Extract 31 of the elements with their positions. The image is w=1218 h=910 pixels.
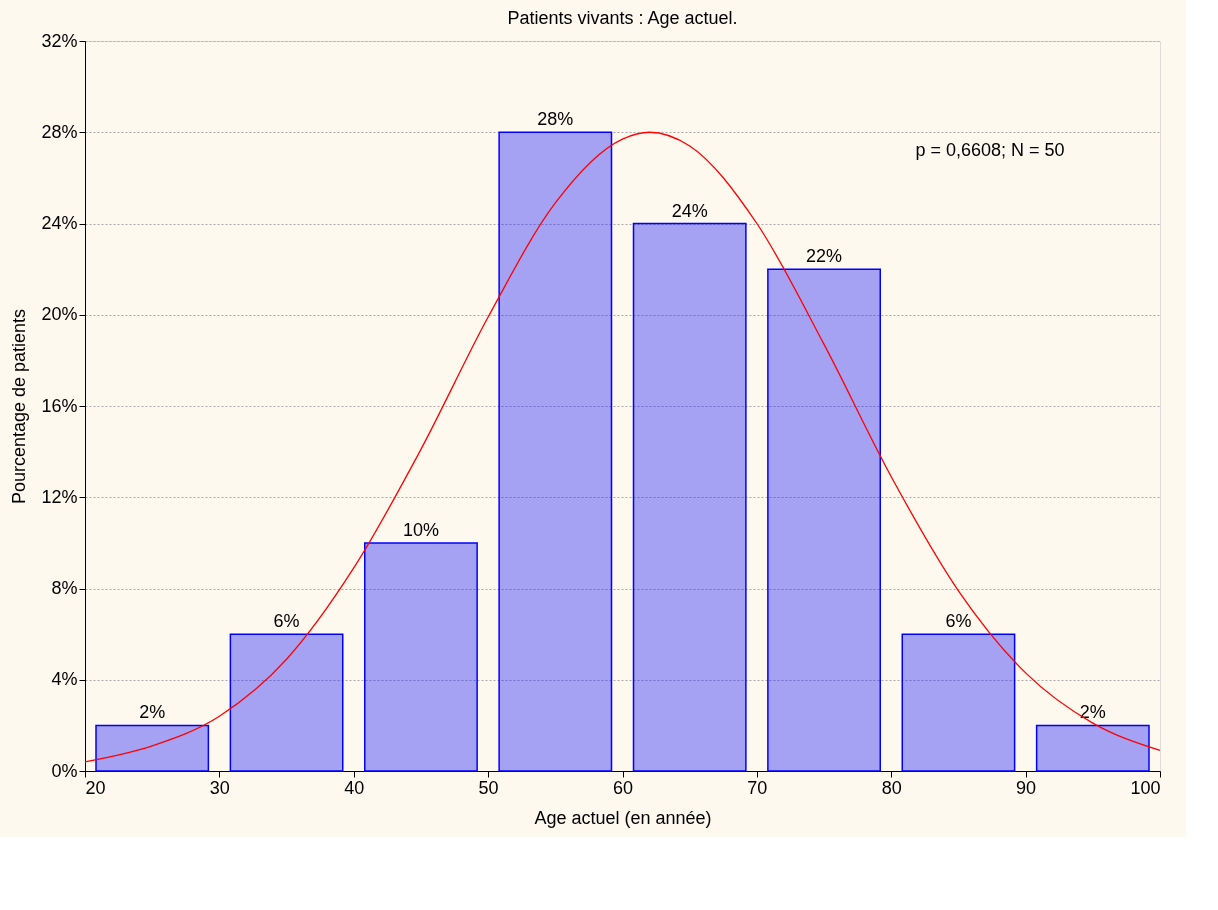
y-tick-label: 12% <box>41 486 78 507</box>
x-tick-label: 30 <box>209 777 230 798</box>
x-tick-label: 100 <box>1130 777 1161 798</box>
data-label: 6% <box>273 611 300 632</box>
data-label: 22% <box>806 246 843 267</box>
x-axis-title: Age actuel (en année) <box>534 807 712 828</box>
x-tick-label: 60 <box>612 777 634 798</box>
y-tick-label: 32% <box>41 30 78 51</box>
chart-title: Patients vivants : Age actuel. <box>507 8 738 28</box>
data-label: 2% <box>1079 702 1106 723</box>
data-label: 6% <box>945 611 972 632</box>
y-tick-label: 0% <box>51 760 78 781</box>
data-label: 2% <box>139 702 166 723</box>
annotation: p = 0,6608; N = 50 <box>915 140 1065 160</box>
x-tick-label: 50 <box>478 777 499 798</box>
y-tick-label: 20% <box>41 304 78 325</box>
y-tick-label: 8% <box>51 578 78 598</box>
x-tick-label: 40 <box>344 777 365 798</box>
x-tick-label: 70 <box>747 777 768 798</box>
x-tick-label: 80 <box>881 777 902 798</box>
line-series <box>84 131 1161 763</box>
y-tick-label: 28% <box>41 121 78 142</box>
data-label: 10% <box>402 519 439 540</box>
x-tick-label: 20 <box>85 777 106 798</box>
data-label: 24% <box>671 200 708 221</box>
y-tick-label: 24% <box>41 213 78 233</box>
y-tick-label: 4% <box>51 669 78 690</box>
y-axis-title: Pourcentage de patients <box>9 308 30 505</box>
y-tick-label: 16% <box>41 395 78 416</box>
x-tick-label: 90 <box>1016 777 1037 798</box>
data-label: 28% <box>537 109 574 130</box>
